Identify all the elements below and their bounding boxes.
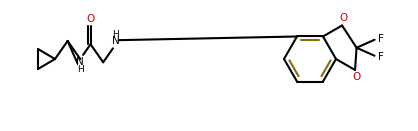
Text: O: O — [87, 14, 95, 24]
Text: H: H — [112, 30, 119, 39]
Text: F: F — [377, 34, 383, 44]
Text: O: O — [339, 13, 347, 23]
Text: N: N — [112, 36, 120, 46]
Text: N: N — [76, 57, 84, 67]
Text: H: H — [77, 64, 84, 73]
Text: O: O — [352, 72, 360, 82]
Text: F: F — [377, 52, 383, 62]
